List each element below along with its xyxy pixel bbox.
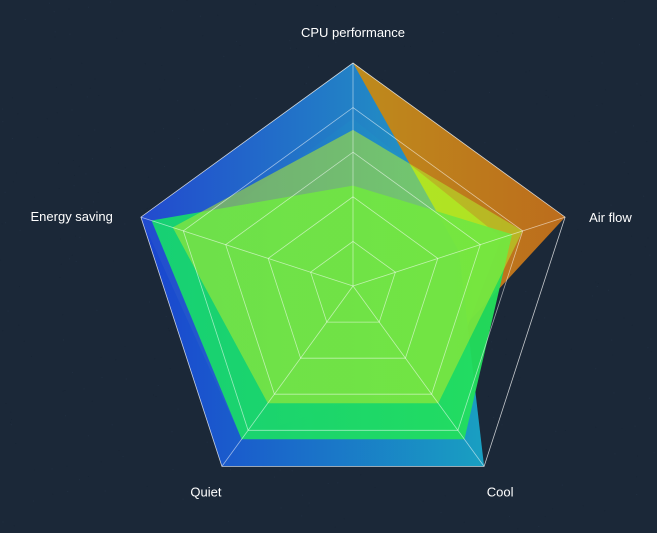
axis-label-air-flow: Air flow <box>589 210 632 225</box>
axis-labels: CPU performance Air flow Cool Quiet Energy s… <box>31 25 633 499</box>
axis-label-energy-saving: Energy saving <box>31 209 113 224</box>
grid-spoke-5 <box>140 216 354 287</box>
grid-ring-1 <box>310 240 396 323</box>
axis-label-quiet: Quiet <box>190 484 221 499</box>
grid-ring-5 <box>140 62 566 467</box>
radar-grid <box>140 62 566 467</box>
grid-spoke-4 <box>221 285 354 467</box>
grid-spoke-3 <box>352 285 485 467</box>
grid-ring-4 <box>182 107 524 431</box>
grid-ring-2 <box>267 196 439 359</box>
grid-spoke-2 <box>352 216 566 287</box>
axis-label-cpu-performance: CPU performance <box>301 25 405 40</box>
grid-ring-3 <box>225 151 481 395</box>
series-layer <box>140 63 566 467</box>
axis-label-cool: Cool <box>487 484 514 499</box>
series-area-5 <box>172 129 523 404</box>
